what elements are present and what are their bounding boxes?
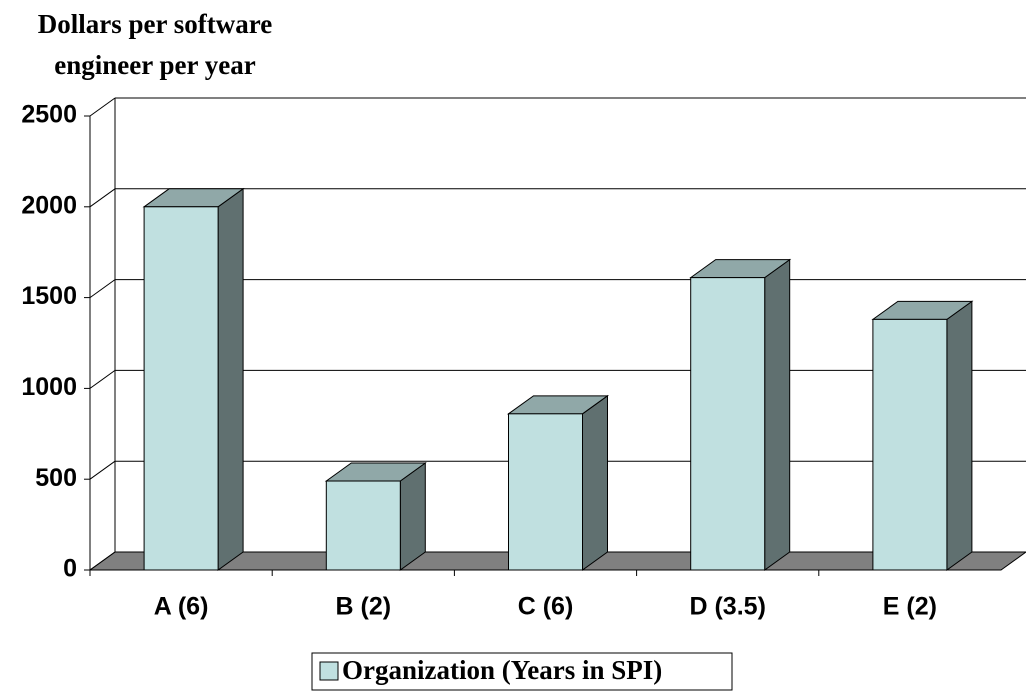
y-tick-label: 1000 [21, 373, 77, 401]
chart-title: Dollars per software [38, 9, 272, 39]
y-tick-label: 2500 [21, 101, 77, 129]
y-tick-label: 0 [63, 555, 77, 583]
y-tick-label: 1500 [21, 282, 77, 310]
chart-title: engineer per year [54, 50, 255, 80]
y-tick-label: 2000 [21, 191, 77, 219]
bar [690, 277, 766, 571]
bar-side [946, 300, 973, 571]
legend-swatch [319, 661, 339, 681]
grid-line [89, 188, 116, 208]
y-tick-label: 500 [35, 464, 77, 492]
bar-side [399, 462, 426, 571]
x-tick-label: A (6) [154, 593, 209, 621]
bar [508, 413, 583, 571]
grid-line [89, 460, 116, 480]
bar [325, 480, 401, 571]
x-tick-label: B (2) [336, 593, 392, 621]
grid-line [89, 551, 116, 571]
bar [143, 206, 219, 571]
x-tick-label: D (3.5) [689, 593, 765, 621]
bar [872, 318, 948, 571]
x-tick-label: E (2) [883, 593, 937, 621]
legend-box [311, 652, 733, 691]
bar-side [764, 258, 791, 571]
bar-side [217, 187, 244, 571]
bar-side [582, 394, 608, 571]
grid-line [89, 97, 116, 117]
legend-label: Organization (Years in SPI) [342, 655, 662, 685]
grid-line [89, 369, 116, 389]
x-tick-label: C (6) [518, 593, 574, 621]
grid-line [89, 279, 116, 299]
